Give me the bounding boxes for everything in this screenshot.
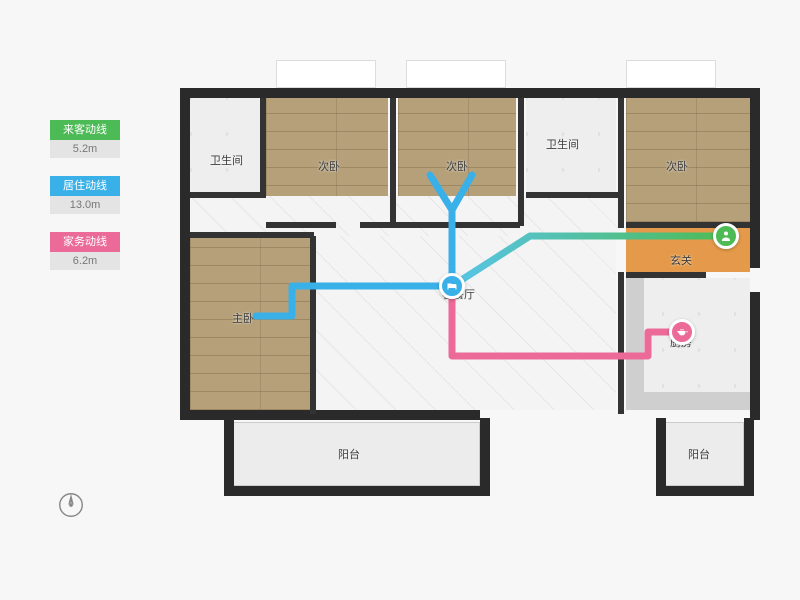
- bed-icon: [446, 280, 458, 292]
- window-recess: [406, 60, 506, 88]
- wall: [656, 418, 666, 492]
- wall: [656, 486, 754, 496]
- wall: [750, 88, 760, 268]
- room-bed2c: [626, 98, 750, 222]
- kitchen-cabinet: [626, 392, 750, 410]
- room-master: [190, 238, 310, 410]
- room-kitchen: [626, 278, 750, 410]
- wall: [618, 98, 624, 228]
- wall: [618, 272, 624, 414]
- marker-live: [439, 273, 465, 299]
- wall: [190, 192, 264, 198]
- wall: [390, 98, 396, 226]
- legend-value-live: 13.0m: [50, 196, 120, 214]
- floorplan: 卫生间 次卧 次卧 卫生间 次卧 玄关 主卧 客餐厅 厨房 阳台 阳台: [180, 60, 760, 530]
- legend-item-live: 居住动线 13.0m: [50, 176, 120, 214]
- wall: [224, 418, 234, 492]
- window-recess: [626, 60, 716, 88]
- legend-label-live: 居住动线: [50, 176, 120, 196]
- wall: [518, 98, 524, 226]
- legend-value-chore: 6.2m: [50, 252, 120, 270]
- legend-label-guest: 来客动线: [50, 120, 120, 140]
- wall: [180, 88, 760, 98]
- wall: [310, 236, 316, 414]
- legend: 来客动线 5.2m 居住动线 13.0m 家务动线 6.2m: [50, 120, 120, 288]
- wall: [750, 292, 760, 420]
- room-living: [316, 228, 616, 410]
- legend-value-guest: 5.2m: [50, 140, 120, 158]
- wall: [180, 88, 190, 418]
- wall: [224, 486, 490, 496]
- marker-guest: [713, 223, 739, 249]
- legend-item-guest: 来客动线 5.2m: [50, 120, 120, 158]
- wall: [626, 272, 706, 278]
- corridor: [190, 196, 620, 236]
- room-balcony1: [230, 422, 480, 486]
- room-bath2: [526, 98, 616, 194]
- wall: [744, 418, 754, 492]
- person-icon: [720, 230, 732, 242]
- wall: [526, 192, 618, 198]
- wall: [480, 418, 490, 492]
- wall: [360, 222, 520, 228]
- pot-icon: [676, 326, 688, 338]
- kitchen-cabinet: [626, 278, 644, 410]
- room-balcony2: [664, 422, 744, 486]
- legend-label-chore: 家务动线: [50, 232, 120, 252]
- compass-icon: [56, 490, 86, 525]
- wall: [180, 410, 340, 420]
- wall: [260, 98, 266, 198]
- wall: [266, 222, 336, 228]
- wall: [190, 232, 314, 238]
- marker-chore: [669, 319, 695, 345]
- room-bath1: [190, 98, 260, 194]
- window-recess: [276, 60, 376, 88]
- legend-item-chore: 家务动线 6.2m: [50, 232, 120, 270]
